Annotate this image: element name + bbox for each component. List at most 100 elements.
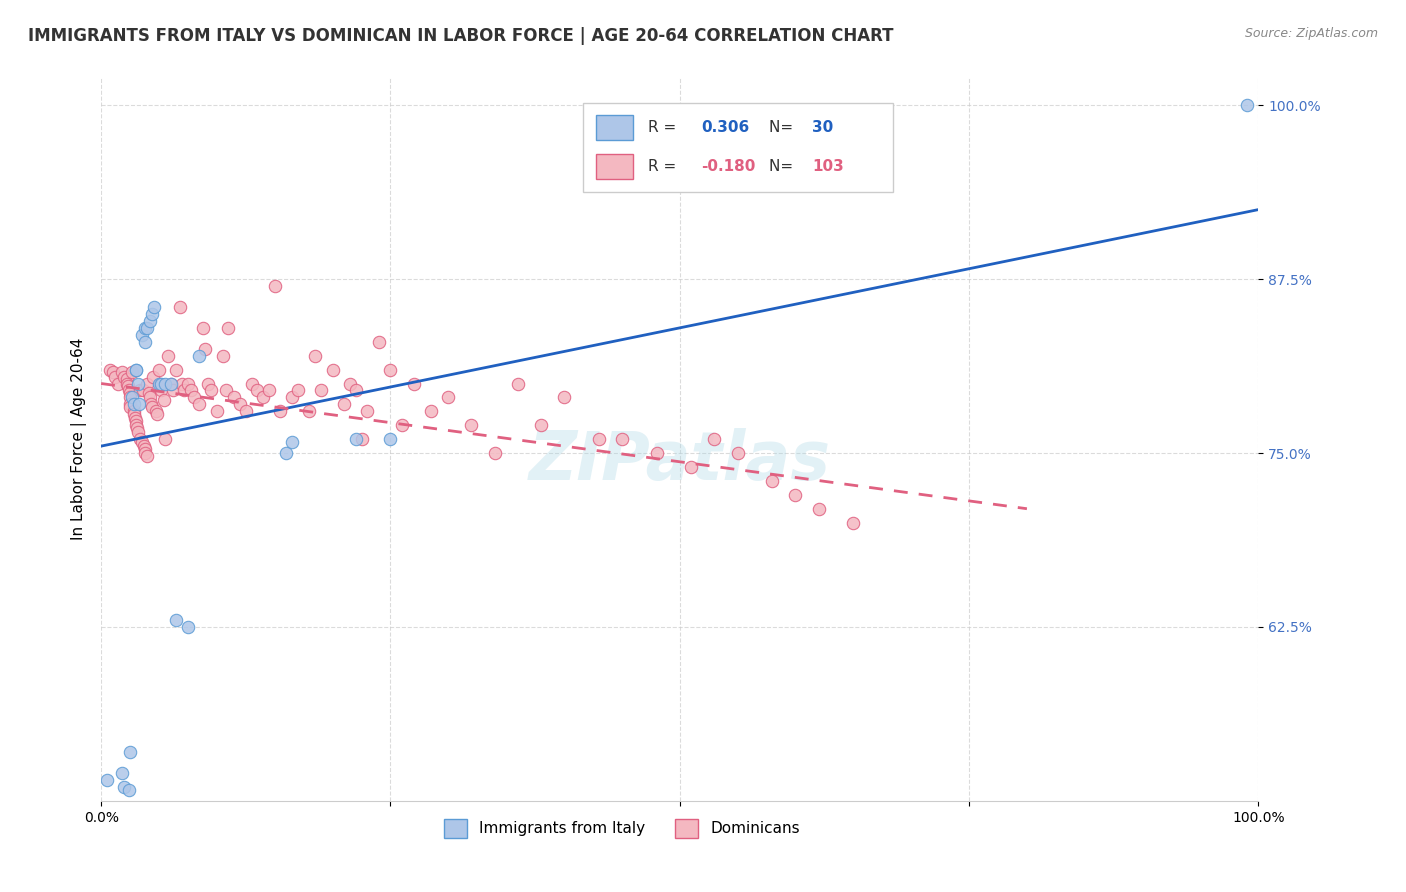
Text: 0.306: 0.306 (702, 120, 749, 135)
Point (96, 772, 118, 787)
Point (134, 442, 156, 456)
Text: N=: N= (769, 160, 799, 174)
Point (120, 391, 142, 405)
FancyBboxPatch shape (596, 154, 633, 179)
Point (120, 400, 142, 414)
Point (761, 474, 783, 488)
Point (145, 407, 167, 421)
FancyBboxPatch shape (583, 103, 893, 192)
Point (149, 376, 172, 391)
Point (1236, 98, 1258, 112)
Point (104, 369, 127, 384)
Point (165, 613, 187, 627)
Point (124, 411, 146, 425)
Point (645, 446, 668, 460)
Point (131, 434, 153, 449)
Text: -0.180: -0.180 (702, 160, 755, 174)
Point (610, 432, 633, 446)
Point (120, 745, 142, 759)
Point (125, 362, 148, 376)
Point (304, 349, 326, 363)
Point (134, 446, 156, 460)
Point (276, 446, 298, 460)
Point (281, 434, 304, 449)
Point (235, 404, 257, 418)
Point (246, 384, 269, 398)
Text: R =: R = (648, 120, 682, 135)
Y-axis label: In Labor Force | Age 20-64: In Labor Force | Age 20-64 (72, 338, 87, 541)
Point (183, 391, 205, 405)
Point (197, 376, 219, 391)
Point (131, 327, 153, 342)
Point (194, 342, 217, 356)
Point (125, 418, 148, 433)
Point (115, 376, 138, 391)
Point (157, 349, 180, 363)
Point (101, 365, 124, 379)
Point (125, 414, 148, 428)
Point (229, 397, 252, 411)
Point (380, 432, 402, 446)
Point (136, 449, 159, 463)
Point (484, 446, 506, 460)
Point (205, 404, 228, 418)
Point (217, 321, 239, 335)
Point (257, 384, 280, 398)
Point (138, 386, 160, 401)
Point (129, 384, 152, 398)
Point (240, 376, 263, 391)
Point (530, 418, 553, 433)
Point (344, 384, 367, 398)
Point (100, 362, 122, 376)
Point (391, 418, 413, 433)
Point (339, 376, 361, 391)
Point (588, 432, 610, 446)
Point (298, 404, 321, 418)
Point (115, 372, 138, 386)
Point (681, 460, 703, 475)
Text: ZIPatlas: ZIPatlas (529, 428, 831, 494)
Point (134, 334, 156, 349)
Point (270, 404, 292, 418)
Point (252, 391, 274, 405)
Point (173, 384, 195, 398)
Point (138, 391, 160, 405)
Point (169, 300, 191, 314)
Point (111, 766, 134, 780)
Text: 30: 30 (813, 120, 834, 135)
Point (142, 369, 165, 384)
Point (141, 307, 163, 321)
Point (703, 432, 725, 446)
Point (150, 376, 173, 391)
Point (132, 384, 155, 398)
Point (460, 418, 482, 433)
Point (121, 365, 143, 379)
Point (553, 391, 575, 405)
Point (152, 393, 174, 408)
Text: N=: N= (769, 120, 799, 135)
Point (172, 376, 194, 391)
Point (807, 501, 830, 516)
Point (177, 376, 200, 391)
Point (177, 620, 200, 634)
Point (191, 321, 214, 335)
Point (281, 391, 304, 405)
Legend: Immigrants from Italy, Dominicans: Immigrants from Italy, Dominicans (437, 813, 806, 844)
Point (153, 376, 176, 391)
Point (180, 384, 202, 398)
Point (842, 516, 865, 530)
Point (188, 397, 211, 411)
Point (263, 279, 285, 293)
Point (437, 391, 460, 405)
Point (122, 397, 145, 411)
Point (785, 488, 807, 502)
Point (309, 384, 332, 398)
Point (112, 780, 135, 794)
Point (145, 404, 167, 418)
Point (127, 425, 149, 440)
Point (188, 349, 211, 363)
Point (200, 384, 222, 398)
Point (367, 334, 389, 349)
Point (148, 362, 170, 376)
Point (506, 376, 529, 391)
